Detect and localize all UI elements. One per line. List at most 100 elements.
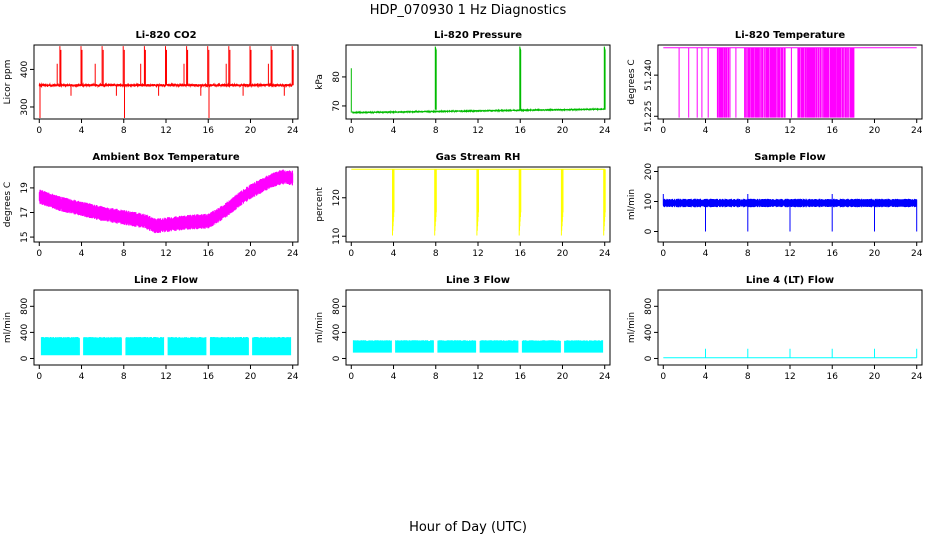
x-tick-label: 4 (79, 249, 85, 259)
y-tick-label: 17 (20, 207, 30, 218)
x-tick-label: 12 (160, 249, 171, 259)
series-line (662, 194, 918, 232)
x-tick-label: 4 (703, 249, 709, 259)
x-tick-label: 4 (391, 372, 397, 382)
figure-title: HDP_070930 1 Hz Diagnostics (370, 3, 567, 18)
x-tick-label: 20 (557, 126, 569, 136)
x-tick-label: 8 (745, 249, 751, 259)
x-tick-label: 20 (869, 126, 881, 136)
y-tick-label: 19 (20, 182, 30, 194)
y-axis-label: degrees C (627, 59, 637, 104)
panel-title: Gas Stream RH (436, 152, 521, 163)
panel-li-820-pressure: Li-820 Pressure 0 4 8 12 16 20 24 70 80 kPa (315, 30, 611, 136)
x-tick-label: 8 (745, 126, 751, 136)
x-tick-label: 0 (660, 126, 666, 136)
x-tick-label: 0 (348, 249, 354, 259)
y-tick-label: 200 (644, 163, 654, 180)
x-tick-label: 24 (911, 372, 923, 382)
x-tick-label: 0 (36, 126, 42, 136)
x-tick-label: 24 (287, 249, 299, 259)
series-line (352, 340, 604, 353)
x-tick-label: 4 (391, 126, 397, 136)
x-tick-label: 20 (869, 249, 881, 259)
x-tick-label: 20 (245, 249, 257, 259)
panel-line-3-flow: Line 3 Flow 0 4 8 12 16 20 24 0 400 800 ml/min (315, 275, 611, 382)
series-line (38, 46, 294, 118)
panel-li-820-co2: Li-820 CO2 0 4 8 12 16 20 24 300 400 Licor ppm (3, 30, 299, 136)
x-tick-label: 8 (745, 372, 751, 382)
x-tick-label: 8 (433, 126, 439, 136)
panel-title: Line 4 (LT) Flow (746, 275, 834, 286)
y-axis-label: ml/min (315, 312, 325, 343)
panel-gas-stream-rh: Gas Stream RH 0 4 8 12 16 20 24 110 120 percent (315, 152, 611, 259)
x-tick-label: 12 (472, 126, 483, 136)
x-tick-label: 12 (160, 372, 171, 382)
x-tick-label: 4 (703, 126, 709, 136)
y-tick-label: 0 (20, 355, 30, 361)
y-axis-label: Licor ppm (3, 60, 13, 105)
x-tick-label: 16 (515, 249, 527, 259)
x-tick-label: 4 (391, 249, 397, 259)
x-tick-label: 8 (121, 126, 127, 136)
panel-title: Li-820 CO2 (135, 30, 196, 41)
x-tick-label: 12 (472, 249, 483, 259)
x-tick-label: 24 (599, 249, 611, 259)
y-tick-label: 15 (20, 231, 30, 242)
x-tick-label: 24 (599, 372, 611, 382)
y-tick-label: 51.225 (644, 101, 654, 133)
x-tick-label: 0 (348, 126, 354, 136)
x-tick-label: 20 (245, 372, 257, 382)
x-tick-label: 20 (245, 126, 257, 136)
x-tick-label: 0 (660, 372, 666, 382)
y-tick-label: 51.240 (644, 59, 654, 91)
panel-title: Sample Flow (754, 152, 826, 163)
x-tick-label: 24 (599, 126, 611, 136)
x-tick-label: 8 (121, 372, 127, 382)
x-tick-label: 4 (79, 372, 85, 382)
y-tick-label: 400 (644, 324, 654, 341)
y-tick-label: 120 (332, 189, 342, 206)
y-axis-label: ml/min (627, 312, 637, 343)
x-tick-label: 12 (784, 249, 795, 259)
y-tick-label: 0 (644, 228, 654, 234)
x-tick-label: 0 (660, 249, 666, 259)
plot-frame (345, 44, 611, 120)
x-tick-label: 16 (827, 126, 839, 136)
series-line (663, 47, 917, 118)
x-tick-label: 12 (784, 126, 795, 136)
x-tick-label: 16 (203, 249, 215, 259)
x-tick-label: 12 (160, 126, 171, 136)
y-tick-label: 800 (332, 297, 342, 314)
x-tick-label: 8 (433, 249, 439, 259)
panel-line-2-flow: Line 2 Flow 0 4 8 12 16 20 24 0 400 800 ml/min (3, 275, 299, 382)
x-tick-label: 24 (911, 126, 923, 136)
y-tick-label: 400 (20, 324, 30, 341)
x-tick-label: 4 (79, 126, 85, 136)
series-line (40, 337, 292, 356)
x-tick-label: 0 (36, 372, 42, 382)
series-line (38, 169, 294, 234)
x-tick-label: 20 (869, 372, 881, 382)
x-tick-label: 24 (287, 372, 299, 382)
panel-sample-flow: Sample Flow 0 4 8 12 16 20 24 0 100 200 ml/min (627, 152, 923, 259)
y-tick-label: 70 (332, 100, 342, 112)
x-tick-label: 20 (557, 249, 569, 259)
panel-title: Line 3 Flow (446, 275, 510, 286)
y-axis-label: ml/min (3, 312, 13, 343)
x-tick-label: 20 (557, 372, 569, 382)
panel-title: Line 2 Flow (134, 275, 198, 286)
y-tick-label: 800 (20, 297, 30, 314)
x-axis-label: Hour of Day (UTC) (409, 520, 527, 535)
series-line (351, 168, 606, 236)
y-tick-label: 110 (332, 227, 342, 244)
panel-line-4-lt-flow: Line 4 (LT) Flow 0 4 8 12 16 20 24 0 400 800 ml/min (627, 275, 923, 382)
x-tick-label: 8 (433, 372, 439, 382)
x-tick-label: 4 (703, 372, 709, 382)
y-axis-label: kPa (315, 74, 325, 90)
panel-li-820-temperature: Li-820 Temperature 0 4 8 12 16 20 24 51.225 51.24… (627, 30, 923, 136)
x-tick-label: 24 (911, 249, 923, 259)
series-line (350, 46, 606, 115)
x-tick-label: 16 (827, 372, 839, 382)
